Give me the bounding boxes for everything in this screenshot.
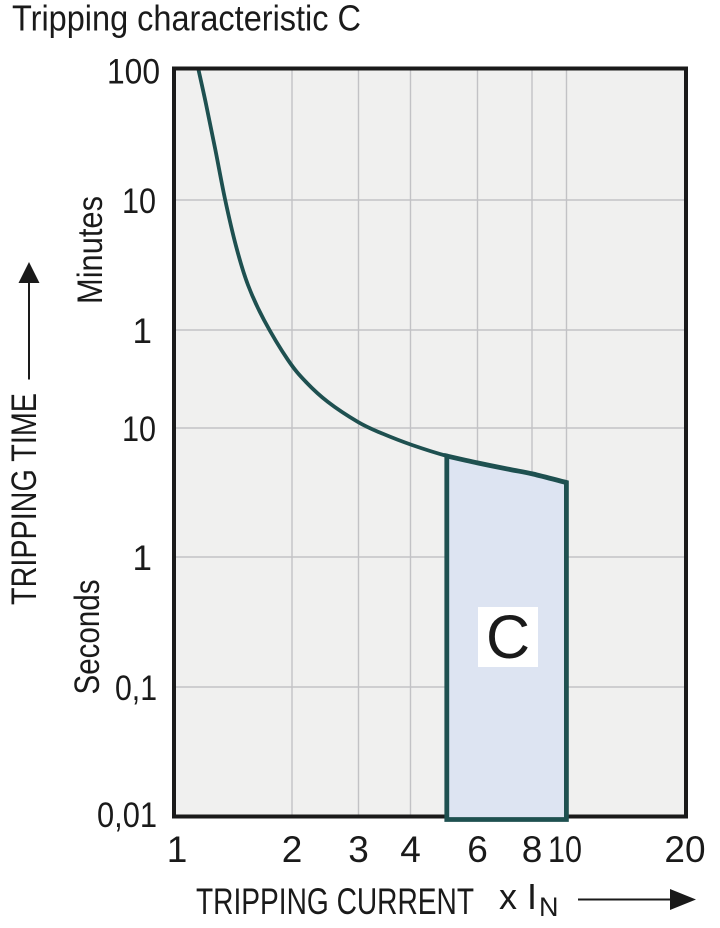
svg-text:2: 2 bbox=[282, 829, 303, 870]
svg-text:TRIPPING CURRENT: TRIPPING CURRENT bbox=[196, 881, 474, 922]
svg-text:10: 10 bbox=[122, 182, 156, 221]
svg-text:10: 10 bbox=[122, 410, 156, 449]
svg-text:20: 20 bbox=[664, 829, 705, 870]
svg-text:1: 1 bbox=[133, 539, 152, 578]
svg-text:TRIPPING TIME: TRIPPING TIME bbox=[5, 393, 44, 605]
svg-text:1: 1 bbox=[167, 829, 188, 870]
svg-text:Minutes: Minutes bbox=[71, 196, 110, 304]
svg-text:10: 10 bbox=[548, 829, 582, 870]
svg-text:N: N bbox=[539, 892, 559, 922]
svg-text:x I: x I bbox=[499, 876, 537, 917]
svg-text:4: 4 bbox=[400, 829, 421, 870]
svg-text:3: 3 bbox=[348, 829, 369, 870]
svg-text:Tripping characteristic C: Tripping characteristic C bbox=[12, 0, 361, 39]
svg-text:100: 100 bbox=[107, 53, 160, 92]
svg-text:C: C bbox=[486, 603, 530, 671]
svg-text:8: 8 bbox=[522, 829, 543, 870]
svg-text:0,01: 0,01 bbox=[97, 796, 157, 835]
svg-text:Seconds: Seconds bbox=[68, 580, 107, 695]
svg-text:6: 6 bbox=[467, 829, 488, 870]
svg-text:0,1: 0,1 bbox=[115, 669, 157, 708]
svg-text:1: 1 bbox=[133, 312, 152, 351]
